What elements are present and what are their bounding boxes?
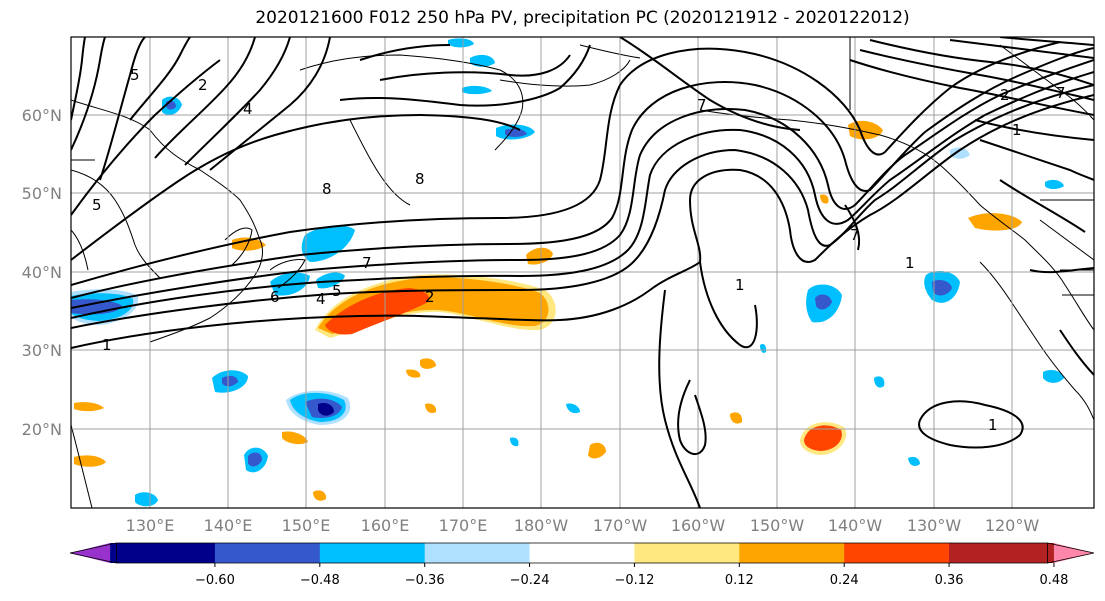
colorbar-tick-label: 0.12 xyxy=(725,573,754,588)
contour-label-8b: 8 xyxy=(415,170,425,188)
lon-label-160e: 160°E xyxy=(361,516,410,535)
colorbar-cell xyxy=(844,543,950,563)
longitude-labels: 130°E 140°E 150°E 160°E 170°E 180°W 170°… xyxy=(126,516,1040,535)
contour-label-6: 6 xyxy=(270,288,280,306)
colorbar-tick-label: −0.24 xyxy=(510,573,550,588)
lat-label-50: 50°N xyxy=(22,184,62,203)
contour-label-2: 2 xyxy=(425,288,435,306)
contour-label-5: 5 xyxy=(332,282,342,300)
colorbar-outline xyxy=(69,542,1095,564)
colorbar-cell xyxy=(424,543,531,563)
contour-label-4b: 4 xyxy=(243,100,253,118)
lon-label-160w: 160°W xyxy=(671,516,726,535)
pv-contours xyxy=(71,37,1094,508)
contour-label-1d: 1 xyxy=(988,416,998,434)
lon-label-170w: 170°W xyxy=(593,516,648,535)
contour-label-2b: 2 xyxy=(198,76,208,94)
contour-label-7c: 7 xyxy=(850,226,860,244)
colorbar-cell xyxy=(319,543,426,563)
lon-label-130e: 130°E xyxy=(126,516,175,535)
colorbar-cell xyxy=(214,543,321,563)
contour-label-7: 7 xyxy=(362,254,372,272)
contour-label-3: 2 xyxy=(1000,86,1010,104)
colorbar-arrow-high xyxy=(1053,543,1094,563)
contour-label-1c: 1 xyxy=(905,254,915,272)
colorbar-tick-label: 0.48 xyxy=(1039,573,1068,588)
contour-label-1b: 1 xyxy=(735,276,745,294)
coastlines xyxy=(71,37,1094,508)
lat-label-30: 30°N xyxy=(22,341,62,360)
lon-label-150w: 150°W xyxy=(750,516,805,535)
lat-label-40: 40°N xyxy=(22,263,62,282)
colorbar-cell xyxy=(634,543,740,563)
map-title: 2020121600 F012 250 hPa PV, precipitatio… xyxy=(255,8,910,28)
map-frame xyxy=(70,36,1095,509)
lon-label-150e: 150°E xyxy=(282,516,331,535)
colorbar-cell xyxy=(110,543,216,563)
lon-label-120w: 120°W xyxy=(985,516,1040,535)
contour-label-5b: 5 xyxy=(130,66,140,84)
colorbar-cell xyxy=(949,543,1055,563)
lon-label-130w: 130°W xyxy=(907,516,962,535)
colorbar-tick-label: −0.12 xyxy=(615,573,655,588)
contour-label-7b: 7 xyxy=(697,96,707,114)
colorbar-tick-label: −0.60 xyxy=(195,573,235,588)
lon-label-180w: 180°W xyxy=(514,516,569,535)
colorbar-arrow-low xyxy=(70,543,111,563)
precip-negative-shading xyxy=(71,38,1064,507)
lon-label-140e: 140°E xyxy=(204,516,253,535)
contour-label-8: 8 xyxy=(322,180,332,198)
colorbar-tick-label: −0.36 xyxy=(405,573,445,588)
colorbar-cell xyxy=(529,543,635,563)
contour-label-4: 4 xyxy=(316,290,326,308)
colorbar-tick-label: 0.36 xyxy=(935,573,964,588)
colorbar-tick-label: 0.24 xyxy=(830,573,859,588)
contour-label-5c: 5 xyxy=(92,196,102,214)
lon-label-140w: 140°W xyxy=(828,516,883,535)
colorbar-tick-label: −0.48 xyxy=(300,573,340,588)
colorbar-cells xyxy=(70,543,1094,563)
contour-label-7d: 7 xyxy=(1056,84,1066,102)
lon-label-170e: 170°E xyxy=(439,516,488,535)
colorbar: −0.60 −0.48 −0.36 −0.24 −0.12 0.12 0.24 0.36 0.4… xyxy=(69,542,1095,588)
colorbar-cell xyxy=(739,543,845,563)
colorbar-labels: −0.60 −0.48 −0.36 −0.24 −0.12 0.12 0.24 0.36 0.4… xyxy=(195,563,1068,588)
contour-label-1e: 1 xyxy=(1012,121,1022,139)
latitude-labels: 60°N 50°N 40°N 30°N 20°N xyxy=(22,106,62,439)
map-area: 1 2 4 5 6 7 8 8 1 1 1 1 2 4 5 5 7 7 7 2 xyxy=(71,37,1094,508)
lat-label-60: 60°N xyxy=(22,106,62,125)
lat-label-20: 20°N xyxy=(22,420,62,439)
pv-contour-labels: 1 2 4 5 6 7 8 8 1 1 1 1 2 4 5 5 7 7 7 2 xyxy=(92,66,1066,434)
contour-label-1: 1 xyxy=(102,336,112,354)
